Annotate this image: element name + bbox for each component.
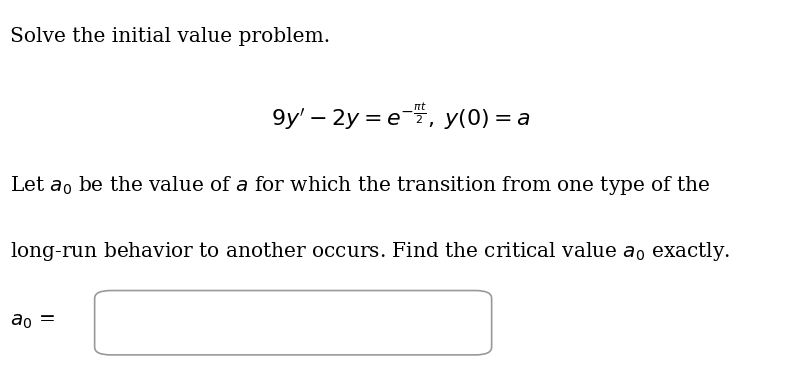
Text: Solve the initial value problem.: Solve the initial value problem. <box>10 27 330 46</box>
FancyBboxPatch shape <box>95 291 492 355</box>
Text: $a_0$ =: $a_0$ = <box>10 312 55 331</box>
Text: Let $a_0$ be the value of $a$ for which the transition from one type of the: Let $a_0$ be the value of $a$ for which … <box>10 174 711 197</box>
Text: long-run behavior to another occurs. Find the critical value $a_0$ exactly.: long-run behavior to another occurs. Fin… <box>10 240 731 263</box>
Text: $9y' - 2y = e^{-\frac{\pi t}{2}},\; y(0) = a$: $9y' - 2y = e^{-\frac{\pi t}{2}},\; y(0)… <box>271 101 531 132</box>
